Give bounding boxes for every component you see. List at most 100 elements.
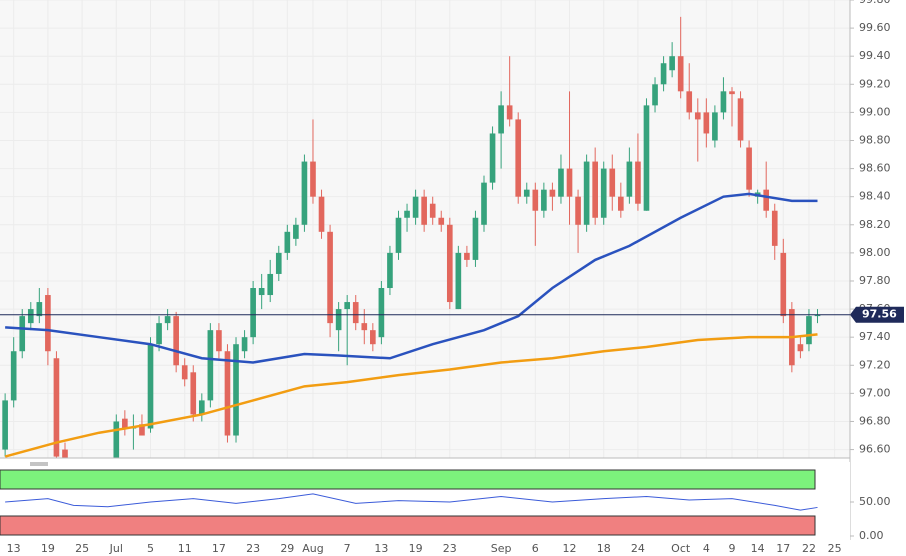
candle-body — [301, 161, 308, 225]
candle-body — [395, 217, 402, 253]
candle-body — [600, 168, 607, 218]
x-tick-label: 7 — [344, 542, 351, 555]
candle-body — [686, 91, 693, 113]
y-tick-label: 97.40 — [859, 330, 891, 343]
plot-area — [2, 16, 821, 458]
candle-body — [412, 196, 419, 218]
x-tick-label: 12 — [563, 542, 577, 555]
plot-background — [0, 0, 850, 458]
candle-body — [746, 147, 752, 190]
y-tick-label: 98.20 — [859, 218, 891, 231]
y-tick-label: 97.20 — [859, 358, 891, 371]
x-tick-label: 18 — [597, 542, 611, 555]
y-tick-label: 99.60 — [859, 21, 891, 34]
candle-body — [387, 252, 393, 289]
candle-body — [250, 288, 256, 338]
current-price-label: 97.56 — [862, 308, 897, 321]
candle-body — [378, 288, 385, 338]
oscillator — [5, 493, 818, 511]
candle-body — [267, 273, 274, 296]
candle-body — [293, 224, 299, 239]
x-tick-label: 19 — [409, 542, 423, 555]
x-tick-label: 19 — [41, 542, 55, 555]
x-tick-label: 17 — [776, 542, 790, 555]
candle-body — [224, 351, 231, 436]
candle-body — [275, 252, 282, 274]
x-tick-label: 6 — [532, 542, 539, 555]
candle-body — [310, 161, 316, 197]
x-tick-label: Aug — [302, 542, 323, 555]
x-tick-label: 22 — [802, 542, 816, 555]
candle-body — [541, 189, 547, 211]
candle-body — [19, 316, 26, 352]
candle-body — [464, 252, 470, 260]
candle-body — [652, 84, 658, 106]
candle-body — [139, 424, 145, 436]
candle-body — [421, 196, 427, 225]
candle-body — [489, 133, 496, 183]
candle-body — [515, 119, 522, 197]
candle-body — [216, 330, 222, 352]
candle-body — [806, 316, 812, 345]
x-tick-label: 11 — [178, 542, 192, 555]
candle-body — [361, 323, 368, 331]
candle-body — [335, 309, 342, 331]
candle-body — [198, 400, 205, 415]
candle-body — [344, 302, 351, 310]
y-tick-label: 98.80 — [859, 133, 891, 146]
moving-average-line — [4, 333, 818, 458]
candle-body — [703, 112, 710, 134]
candle-body — [233, 344, 239, 436]
candle-body — [481, 182, 487, 225]
y-tick-label: 99.20 — [859, 77, 891, 90]
x-tick-label: 24 — [631, 542, 645, 555]
candle-body — [737, 98, 744, 141]
candle-body — [720, 91, 727, 113]
y-tick-label: 96.80 — [859, 414, 891, 427]
candle-body — [583, 161, 590, 225]
y-tick-label: 99.00 — [859, 105, 891, 118]
candle-body — [498, 105, 504, 134]
candle-body — [181, 365, 188, 380]
current-price-tag — [850, 306, 904, 323]
candle-body — [669, 56, 675, 71]
candle-body — [780, 252, 787, 317]
candle-body — [27, 309, 34, 324]
candle-body — [763, 189, 770, 211]
candle-body — [122, 418, 128, 429]
candle-body — [284, 231, 291, 253]
x-tick-label: Oct — [671, 542, 691, 555]
candle-body — [592, 161, 598, 218]
candle-body — [506, 105, 513, 120]
y-tick-label: 50.00 — [859, 495, 891, 508]
candle-body — [113, 421, 120, 458]
x-tick-label: 4 — [703, 542, 710, 555]
x-tick-label: 13 — [374, 542, 388, 555]
candle-body — [523, 189, 530, 197]
candle-body — [438, 217, 445, 225]
x-tick-label: 9 — [728, 542, 735, 555]
candle-body — [643, 105, 650, 211]
candle-body — [370, 330, 376, 345]
candle-body — [147, 344, 154, 429]
oversold-zone — [0, 515, 816, 536]
candle-body — [455, 252, 462, 310]
candle-body — [532, 189, 539, 211]
candle-body — [258, 288, 265, 296]
x-tick-label: Sep — [491, 542, 512, 555]
candle-body — [618, 196, 624, 211]
candle-body — [53, 358, 60, 457]
candle-body — [404, 210, 410, 218]
candle-body — [771, 210, 778, 246]
y-tick-label: 99.80 — [859, 0, 891, 6]
candle-body — [729, 91, 735, 95]
candle-body — [327, 231, 333, 324]
x-tick-label: 29 — [280, 542, 294, 555]
candle-body — [164, 316, 171, 324]
x-tick-label: 23 — [443, 542, 457, 555]
candle-body — [45, 295, 51, 352]
candle-body — [62, 449, 68, 458]
y-tick-label: 97.00 — [859, 386, 891, 399]
candle-body — [429, 203, 436, 218]
